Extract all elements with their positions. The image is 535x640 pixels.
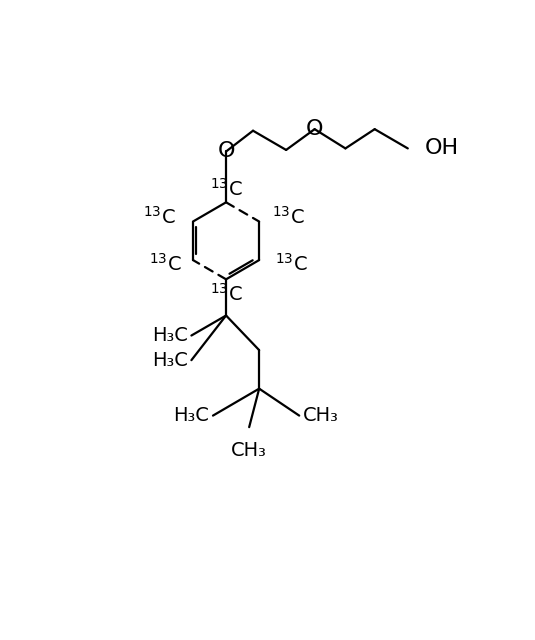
Text: H₃C: H₃C [173,406,209,425]
Text: $^{13}$C: $^{13}$C [143,206,176,228]
Text: H₃C: H₃C [152,351,188,370]
Text: $^{13}$C: $^{13}$C [210,283,242,305]
Text: $^{13}$C: $^{13}$C [274,253,307,275]
Text: O: O [217,141,235,161]
Text: OH: OH [425,138,459,159]
Text: $^{13}$C: $^{13}$C [272,206,305,228]
Text: CH₃: CH₃ [231,441,267,460]
Text: $^{13}$C: $^{13}$C [210,177,242,200]
Text: O: O [306,119,323,139]
Text: CH₃: CH₃ [303,406,339,425]
Text: H₃C: H₃C [152,326,188,345]
Text: $^{13}$C: $^{13}$C [149,253,182,275]
